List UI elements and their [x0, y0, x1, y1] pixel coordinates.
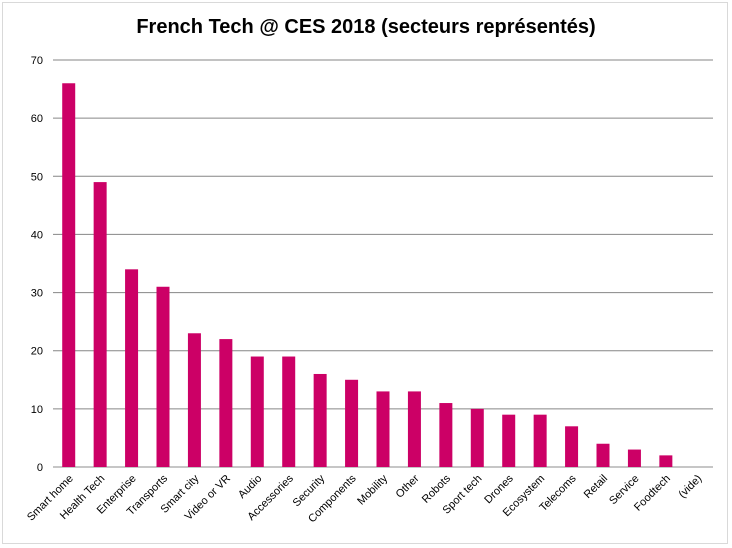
y-tick-label: 0 — [37, 462, 43, 474]
y-tick-label: 50 — [31, 171, 43, 183]
x-tick-label: Retail — [582, 473, 610, 501]
bar — [659, 455, 673, 467]
y-tick-label: 60 — [31, 113, 43, 125]
bar — [93, 182, 107, 467]
x-tick-label: Audio — [236, 473, 264, 501]
bar — [219, 339, 233, 467]
bar — [407, 391, 421, 467]
y-tick-label: 70 — [31, 55, 43, 67]
x-tick-label: Mobility — [355, 472, 390, 507]
chart-title: French Tech @ CES 2018 (secteurs représe… — [136, 16, 596, 38]
bar — [187, 333, 201, 467]
y-tick-label: 20 — [31, 346, 43, 358]
bar — [282, 356, 296, 467]
bar — [439, 403, 453, 467]
bar — [156, 286, 170, 467]
bar — [345, 379, 359, 467]
bar — [313, 373, 327, 467]
bar — [62, 83, 76, 467]
bar — [250, 356, 264, 467]
y-tick-label: 10 — [31, 404, 43, 416]
bar — [596, 443, 610, 467]
bar — [627, 449, 641, 467]
y-tick-label: 40 — [31, 229, 43, 241]
x-tick-label: (vide) — [676, 473, 704, 501]
bar — [565, 426, 579, 467]
bar — [376, 391, 390, 467]
bar — [533, 414, 547, 467]
y-tick-label: 30 — [31, 288, 43, 300]
x-tick-label: Other — [394, 472, 422, 500]
bar — [502, 414, 516, 467]
bar — [470, 408, 484, 467]
bar — [125, 269, 139, 467]
